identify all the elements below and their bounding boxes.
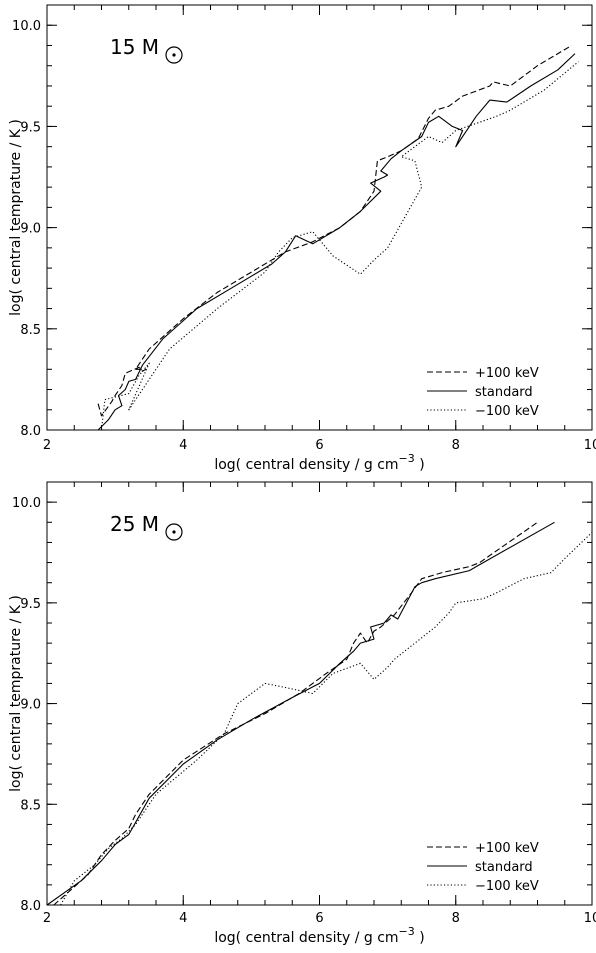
y-tick-label: 9.5 xyxy=(20,120,41,135)
series-line-solid xyxy=(46,521,555,906)
x-tick-label: 10 xyxy=(584,438,596,453)
series-line-solid xyxy=(67,53,576,431)
legend-label: standard xyxy=(475,860,533,875)
legend-label: standard xyxy=(475,385,533,400)
x-tick-label: 4 xyxy=(179,438,187,453)
chart-panel-1: 2 4 6 8 10 8.0 8.5 9.0 9.5 10.0 log( central densi… xyxy=(8,4,596,473)
legend: +100 keV standard −100 keV xyxy=(427,366,539,419)
chart-panel-2: 2 4 6 8 10 8.0 8.5 9.0 9.5 10.0 log( central densi… xyxy=(8,481,596,946)
x-axis-label: log( central density / g cm−3 ) xyxy=(214,452,424,473)
legend-label: −100 keV xyxy=(475,404,539,419)
x-tick-label: 2 xyxy=(43,911,51,926)
x-tick-label: 8 xyxy=(452,438,460,453)
x-tick-label: 8 xyxy=(452,911,460,926)
series-line-dashed xyxy=(97,45,572,417)
series-line-dashed xyxy=(53,521,538,906)
x-tick-label: 6 xyxy=(315,911,323,926)
legend-label: +100 keV xyxy=(475,841,539,856)
y-axis-label: log( central temprature / K ) xyxy=(8,595,24,792)
legend-label: +100 keV xyxy=(475,366,539,381)
y-tick-label: 9.0 xyxy=(20,222,41,237)
sun-symbol-dot xyxy=(172,53,176,57)
y-tick-label: 8.0 xyxy=(20,424,41,439)
x-tick-label: 4 xyxy=(179,911,187,926)
y-tick-label: 8.5 xyxy=(20,798,41,813)
y-tick-label: 8.0 xyxy=(20,899,41,914)
series-line-dotted xyxy=(60,532,593,906)
sun-symbol-icon xyxy=(165,46,183,64)
y-axis-label: log( central temprature / K ) xyxy=(8,119,24,316)
x-tick-label: 10 xyxy=(584,911,596,926)
y-tick-label: 8.5 xyxy=(20,323,41,338)
legend-label: −100 keV xyxy=(475,879,539,894)
sun-symbol-dot xyxy=(172,530,176,534)
x-axis-label: log( central density / g cm−3 ) xyxy=(214,925,424,946)
y-tick-label: 9.0 xyxy=(20,698,41,713)
mass-annotation: 25 M xyxy=(110,512,183,541)
x-tick-label: 6 xyxy=(315,438,323,453)
mass-label: 15 M xyxy=(110,35,159,59)
mass-annotation: 15 M xyxy=(110,35,183,64)
x-tick-label: 2 xyxy=(43,438,51,453)
sun-symbol-icon xyxy=(165,523,183,541)
y-tick-label: 9.5 xyxy=(20,597,41,612)
y-tick-label: 10.0 xyxy=(12,19,41,34)
mass-label: 25 M xyxy=(110,512,159,536)
y-tick-label: 10.0 xyxy=(12,496,41,511)
legend: +100 keV standard −100 keV xyxy=(427,841,539,894)
series-line-dotted xyxy=(100,61,579,431)
